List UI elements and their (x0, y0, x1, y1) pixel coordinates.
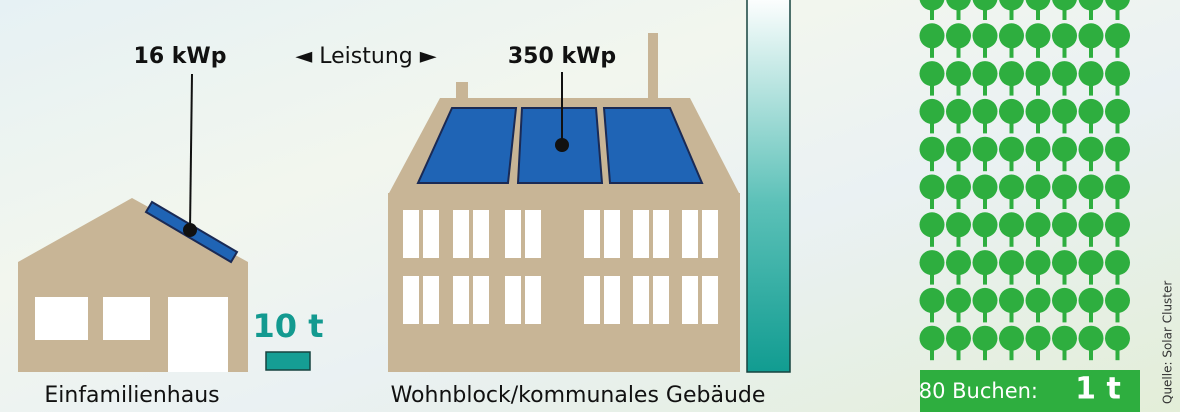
house-label: Einfamilienhaus (44, 383, 219, 408)
block-co2-bar (747, 0, 790, 372)
block-power: 350 kWp (508, 44, 616, 69)
window (505, 210, 521, 258)
legend: ◄ Leistung ► (295, 44, 436, 69)
trees-count: 80 Buchen: (919, 379, 1038, 403)
window (682, 276, 698, 324)
window (525, 210, 541, 258)
window (473, 276, 489, 324)
house-power: 16 kWp (134, 44, 227, 69)
window (702, 276, 718, 324)
window (403, 210, 419, 258)
window (633, 276, 649, 324)
window (453, 210, 469, 258)
house-co2: 10 t (253, 307, 324, 345)
window (423, 276, 439, 324)
window (604, 210, 620, 258)
window (653, 276, 669, 324)
window (423, 210, 439, 258)
window (604, 276, 620, 324)
window (584, 276, 600, 324)
window (505, 276, 521, 324)
window (403, 276, 419, 324)
house-co2-bar (266, 352, 310, 370)
window (473, 210, 489, 258)
window (453, 276, 469, 324)
window (653, 210, 669, 258)
window (525, 276, 541, 324)
window (633, 210, 649, 258)
trees-co2: 1 t (1075, 372, 1121, 407)
source: Quelle: Solar Cluster (1161, 281, 1175, 404)
window (584, 210, 600, 258)
infographic: 16 kWp ◄ Leistung ► 350 kWp 10 t Einfami… (0, 0, 1180, 412)
block-label: Wohnblock/kommunales Gebäude (391, 383, 766, 408)
window (682, 210, 698, 258)
window (702, 210, 718, 258)
